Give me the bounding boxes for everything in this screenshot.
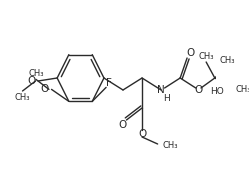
Text: N: N <box>157 85 165 95</box>
Text: O: O <box>187 48 195 58</box>
Text: CH₃: CH₃ <box>163 142 178 151</box>
Text: O: O <box>194 85 202 95</box>
Text: HO: HO <box>210 87 224 95</box>
Text: O: O <box>41 84 49 94</box>
Text: O: O <box>138 129 146 139</box>
Text: CH₃: CH₃ <box>219 56 235 65</box>
Text: CH₃: CH₃ <box>236 85 249 93</box>
Text: O: O <box>27 76 36 86</box>
Text: F: F <box>106 78 112 88</box>
Text: CH₃: CH₃ <box>28 69 44 78</box>
Text: H: H <box>163 93 170 102</box>
Text: CH₃: CH₃ <box>198 51 214 60</box>
Text: O: O <box>119 120 127 130</box>
Text: CH₃: CH₃ <box>15 92 30 102</box>
